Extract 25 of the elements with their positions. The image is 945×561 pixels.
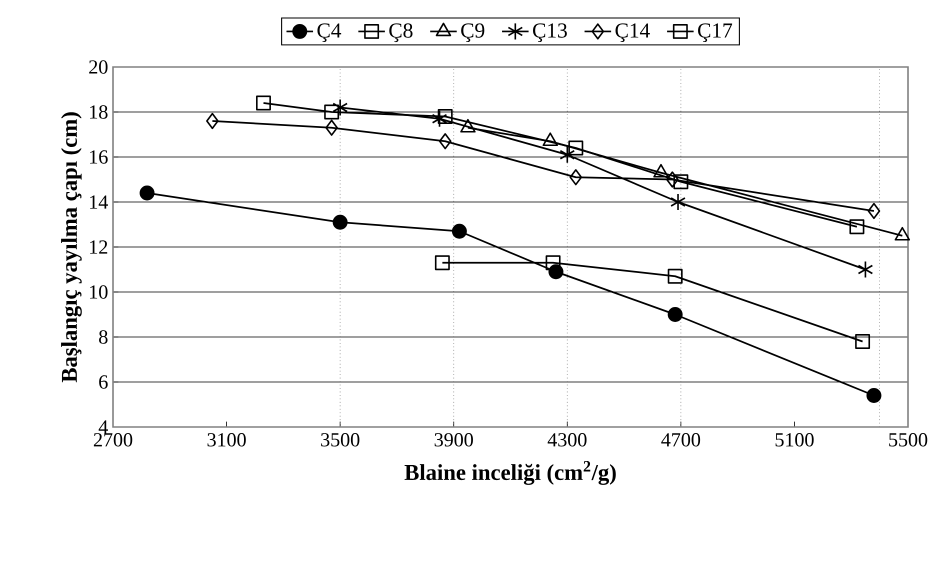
y-axis-title: Başlangıç yayılma çapı (cm): [61, 112, 82, 382]
legend-label: Ç14: [616, 23, 650, 42]
y-tick-label: 18: [90, 105, 108, 119]
legend-label: Ç13: [533, 23, 567, 42]
x-axis-title: Blaine inceliği (cm$^{2}$/g): [404, 461, 616, 485]
x-tick-label: 2700: [94, 433, 132, 447]
x-tick-label: 3100: [208, 433, 246, 447]
x-tick-label: 3900: [434, 433, 473, 447]
legend-label: Ç17: [698, 23, 732, 42]
y-tick-label: 14: [90, 195, 108, 209]
legend-label: Ç8: [389, 23, 412, 42]
x-tick-label: 5100: [776, 433, 814, 447]
x-tick-label: 4300: [548, 433, 587, 447]
y-tick-label: 10: [90, 285, 108, 299]
x-tick-label: 3500: [321, 433, 360, 447]
x-tick-label: 5500: [889, 433, 928, 447]
legend-label: Ç9: [461, 23, 484, 42]
y-tick-label: 20: [89, 60, 108, 74]
legend-label: Ç4: [317, 23, 342, 42]
y-tick-label: 16: [90, 150, 108, 164]
y-tick-label: 12: [90, 240, 108, 254]
y-tick-label: 6: [99, 375, 108, 389]
x-tick-label: 4700: [661, 433, 700, 447]
y-tick-label: 4: [98, 420, 108, 434]
y-tick-label: 8: [99, 330, 108, 344]
